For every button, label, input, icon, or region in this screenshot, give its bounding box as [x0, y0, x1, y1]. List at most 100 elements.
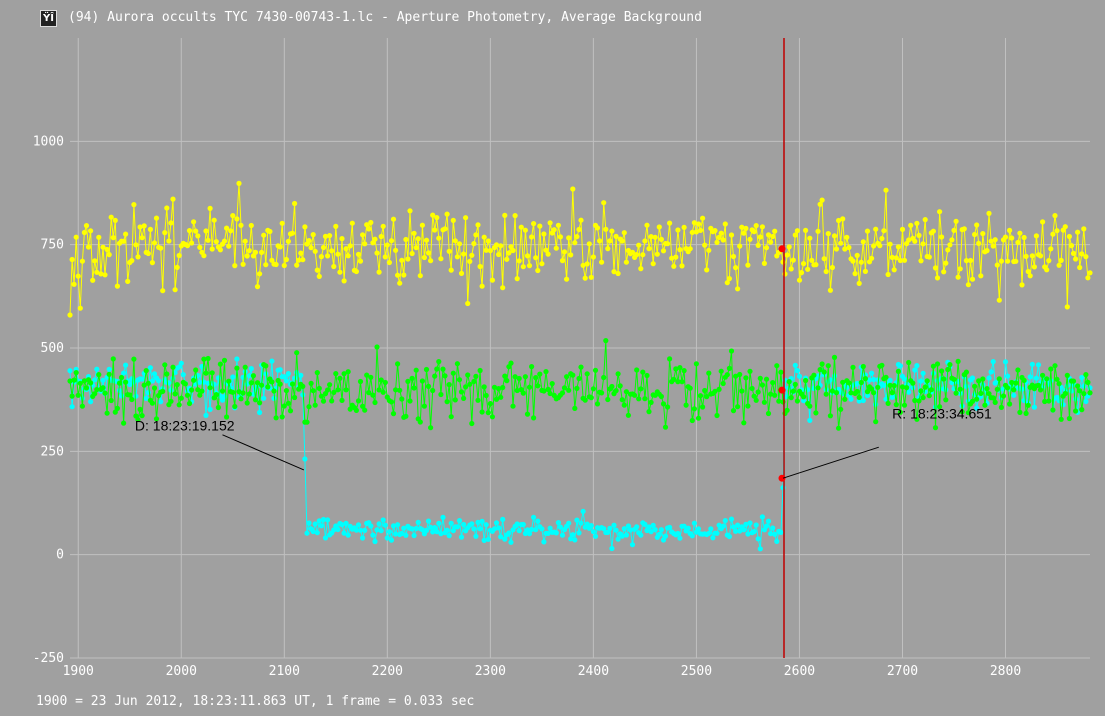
data-point	[337, 375, 343, 381]
data-point	[582, 275, 588, 281]
data-point	[483, 247, 489, 253]
data-point	[310, 232, 316, 238]
data-point	[586, 241, 592, 247]
data-point	[444, 399, 450, 405]
data-point	[240, 261, 246, 267]
data-point	[514, 276, 520, 282]
data-point	[182, 381, 188, 387]
data-point	[401, 525, 407, 531]
data-point	[706, 370, 712, 376]
data-point	[1015, 239, 1021, 246]
data-point	[469, 420, 475, 427]
data-point	[578, 364, 584, 370]
data-point	[914, 416, 920, 422]
data-point	[213, 392, 219, 398]
data-point	[1027, 374, 1033, 380]
data-point	[308, 380, 314, 386]
data-point	[1048, 246, 1054, 252]
data-point	[570, 186, 576, 192]
data-point	[417, 273, 423, 279]
data-point	[726, 276, 733, 282]
data-point	[640, 252, 646, 258]
data-point	[147, 365, 153, 371]
data-point	[203, 412, 209, 418]
data-point	[743, 225, 749, 231]
data-point	[485, 410, 491, 416]
data-point	[660, 401, 667, 407]
y-tick-label: 0	[56, 548, 64, 563]
data-point	[405, 256, 411, 262]
data-point	[594, 225, 601, 231]
data-point	[652, 234, 658, 240]
data-point	[376, 521, 382, 527]
data-point	[360, 232, 366, 238]
data-point	[428, 425, 434, 431]
data-point	[706, 247, 712, 253]
data-point	[976, 240, 982, 246]
data-point	[774, 363, 780, 369]
data-point	[372, 399, 378, 406]
data-point	[615, 270, 621, 277]
data-point	[1085, 379, 1091, 385]
data-point	[765, 232, 772, 238]
data-point	[638, 532, 644, 538]
data-point	[69, 256, 75, 263]
data-point	[584, 371, 590, 377]
data-point	[502, 536, 508, 542]
data-point	[671, 376, 677, 382]
data-point	[864, 228, 871, 234]
data-point	[1083, 254, 1089, 260]
data-point	[489, 277, 495, 283]
data-point	[893, 402, 899, 408]
data-point	[784, 407, 790, 413]
data-point	[625, 523, 632, 529]
data-point	[526, 531, 533, 537]
data-point	[1023, 253, 1029, 259]
data-point	[382, 254, 388, 260]
data-point	[914, 220, 920, 226]
data-point	[131, 202, 137, 208]
data-point	[127, 392, 133, 398]
data-point	[504, 256, 510, 262]
data-point	[1015, 367, 1021, 373]
data-point	[1060, 402, 1066, 408]
data-point	[910, 385, 916, 391]
data-point	[862, 268, 869, 274]
data-point	[312, 402, 318, 408]
data-point	[174, 382, 180, 388]
data-point	[310, 528, 316, 535]
data-point	[932, 265, 939, 271]
data-point	[842, 246, 848, 252]
data-point	[345, 369, 351, 375]
data-point	[838, 240, 844, 246]
data-point	[316, 273, 322, 279]
data-point	[986, 210, 992, 216]
data-point	[662, 424, 669, 430]
data-point	[908, 222, 914, 228]
data-point	[1073, 256, 1079, 262]
data-point	[446, 533, 452, 539]
data-point	[71, 281, 77, 287]
data-point	[588, 395, 594, 401]
data-point	[516, 375, 522, 382]
data-point	[1087, 390, 1093, 396]
data-point	[168, 220, 174, 226]
data-point	[634, 252, 640, 258]
data-point	[1066, 233, 1072, 240]
data-point	[733, 373, 739, 379]
data-point	[176, 402, 182, 408]
data-point	[360, 535, 366, 541]
data-point	[312, 521, 318, 527]
data-point	[677, 365, 683, 371]
data-point	[644, 222, 650, 228]
data-point	[498, 534, 504, 540]
data-point	[230, 374, 236, 380]
data-point	[584, 521, 590, 527]
data-point	[73, 234, 79, 240]
data-point	[79, 403, 85, 409]
data-point	[403, 236, 409, 243]
data-point	[675, 530, 681, 537]
data-point	[172, 287, 178, 293]
data-point	[471, 526, 477, 532]
